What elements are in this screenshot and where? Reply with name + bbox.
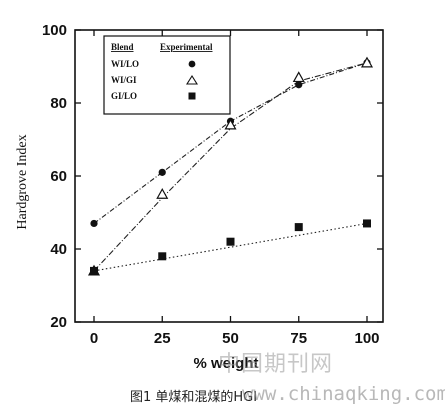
y-tick-label: 20 [50,314,67,331]
y-tick-label: 80 [50,95,67,112]
axis-ticks: 20 40 60 80 100 0 25 50 75 100 [42,22,383,347]
fit-line-gi-lo [93,222,368,272]
legend-label-wi-gi: WI/GI [111,75,137,85]
legend-marker-circle [188,60,196,68]
point-wi-gi [292,71,305,83]
y-tick-label: 40 [50,241,67,258]
legend-marker-triangle [186,74,198,85]
x-tick-label: 100 [354,330,379,347]
fit-line-wi-gi [93,62,368,272]
legend-label-wi-lo: WI/LO [111,59,139,69]
point-wi-gi [360,56,374,68]
x-tick-label: 25 [154,330,171,347]
y-tick-label: 100 [42,22,67,39]
point-gi-lo [294,223,303,232]
figure-caption: 图1 单煤和混煤的HGI [130,390,258,405]
y-axis-title: Hardgrove Index [15,134,30,229]
legend-header-experimental: Experimental [160,42,213,52]
legend-label-gi-lo: GI/LO [111,91,137,101]
point-gi-lo [226,237,235,246]
watermark-url: www.chinaqking.com [242,383,445,405]
point-wi-lo [158,168,166,176]
x-axis-title: % weight [193,355,258,372]
legend-box [103,35,231,115]
point-wi-gi [224,118,237,130]
legend-marker-square [188,92,196,100]
point-gi-lo [363,219,371,228]
x-tick-label: 50 [222,330,239,347]
point-gi-lo [90,266,98,275]
x-tick-label: 0 [90,330,98,347]
point-wi-lo [90,219,98,228]
legend: Blend Experimental WI/LO WI/GI GI/LO [103,35,231,115]
point-wi-lo [295,81,303,89]
data-markers [87,56,374,276]
point-wi-gi [156,188,169,199]
y-tick-label: 60 [50,168,67,185]
legend-header-blend: Blend [111,42,134,52]
point-gi-lo [158,252,167,261]
watermark-chinese: 中国期刊网 [218,352,334,377]
x-tick-label: 75 [290,330,307,347]
